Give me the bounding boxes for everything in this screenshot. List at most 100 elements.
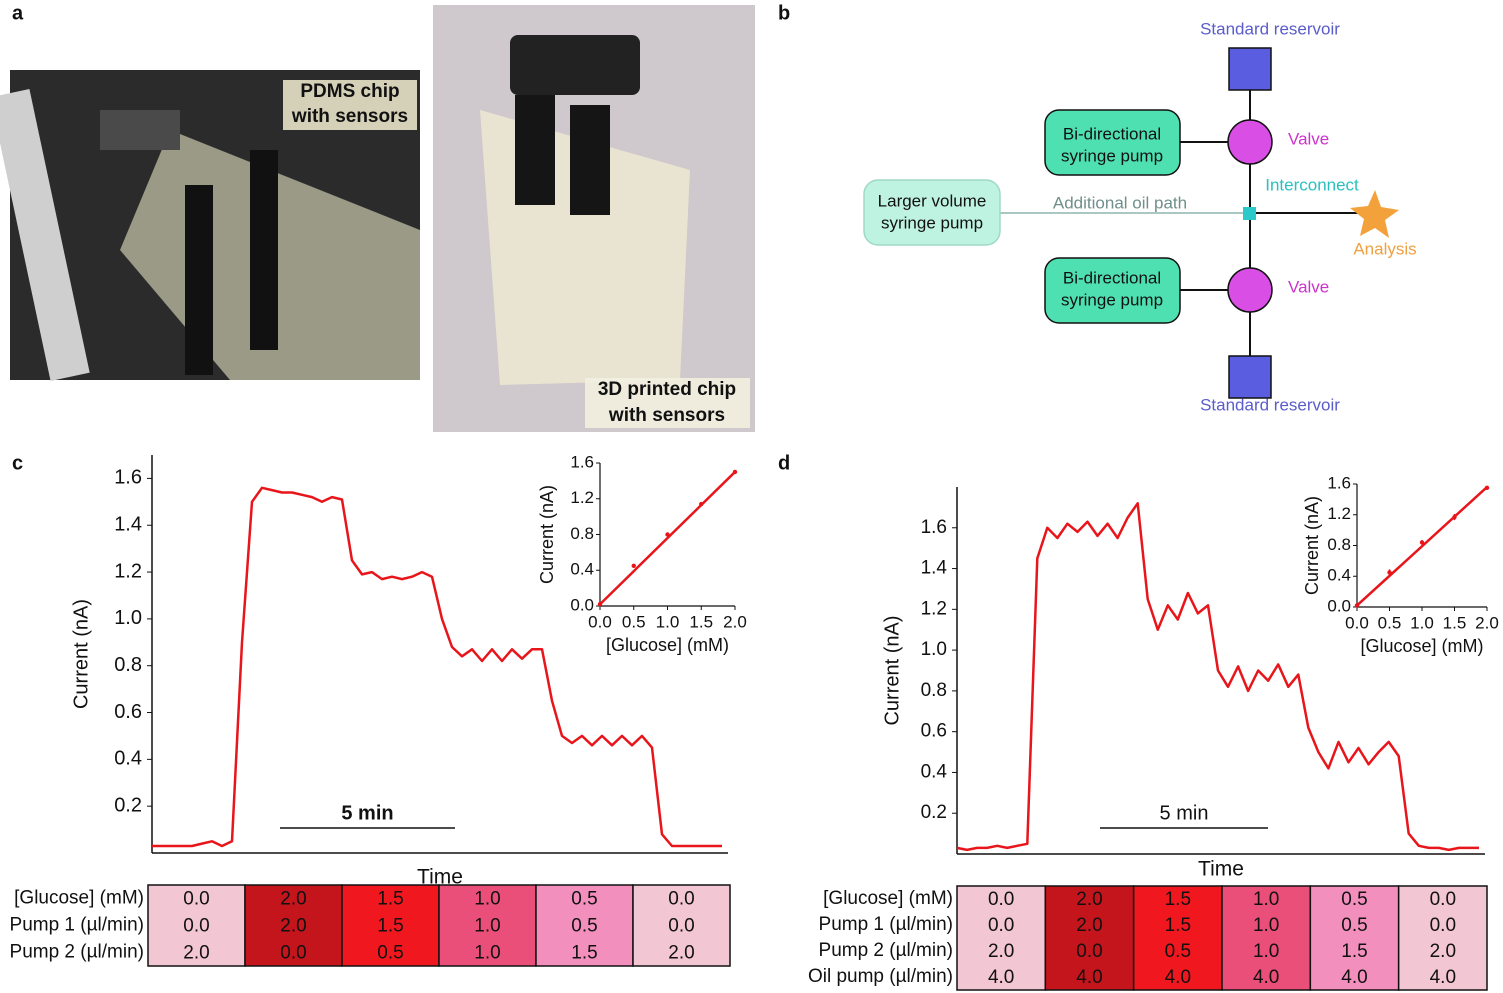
table-cell: 0.0 — [1430, 915, 1456, 936]
table-cell: 0.0 — [1076, 941, 1102, 962]
node-label: Valve — [1288, 129, 1329, 148]
x-axis-label: Time — [417, 866, 463, 889]
x-tick-label: 0.5 — [1378, 613, 1402, 632]
y-tick-label: 0.2 — [114, 794, 142, 816]
photo-caption: with sensors — [608, 405, 725, 426]
table-cell: 2.0 — [280, 916, 306, 937]
table-column — [1044, 885, 1135, 991]
table-cell: 1.5 — [1165, 889, 1191, 910]
table-cell: 4.0 — [1341, 967, 1367, 988]
table-cell: 0.5 — [1341, 915, 1367, 936]
x-tick-label: 1.5 — [1443, 613, 1467, 632]
node-label: Bi-directional — [1063, 268, 1161, 287]
panel-label: d — [778, 452, 790, 474]
table-cell: 2.0 — [668, 943, 694, 964]
point — [1452, 514, 1457, 520]
line — [956, 502, 1479, 852]
photo: 3D printed chip with sensors — [433, 5, 755, 432]
table-cell: 4.0 — [1165, 967, 1191, 988]
photo-caption: 3D printed chip — [598, 379, 736, 400]
y-tick-label: 1.4 — [921, 558, 948, 579]
photo-caption: with sensors — [291, 106, 408, 127]
y-axis-label: Current (nA) — [881, 615, 903, 725]
y-tick-label: 1.6 — [1327, 473, 1351, 492]
table-column — [632, 884, 731, 967]
table-cell: 1.0 — [1253, 889, 1279, 910]
table-column — [1132, 885, 1223, 991]
table-cell: 4.0 — [988, 967, 1014, 988]
point — [1484, 485, 1490, 491]
point — [631, 563, 636, 568]
table-cell: 2.0 — [1076, 889, 1102, 910]
row-label: Pump 2 (µl/min) — [819, 940, 953, 961]
x-tick-label: 1.0 — [656, 612, 680, 631]
y-tick-label: 1.2 — [921, 598, 947, 619]
node-label: syringe pump — [881, 213, 983, 232]
y-tick-label: 0.4 — [1327, 566, 1351, 585]
table-cell: 4.0 — [1076, 967, 1102, 988]
table-cell: 0.5 — [1165, 941, 1191, 962]
y-tick-label: 0.8 — [114, 654, 142, 676]
x-tick-label: 2.0 — [723, 612, 747, 631]
panel-label: c — [12, 452, 23, 474]
node-label: Larger volume — [878, 191, 987, 210]
annotation: 5 min — [1160, 802, 1209, 824]
node-label: syringe pump — [1061, 146, 1163, 165]
line — [152, 486, 722, 848]
node-label: Standard reservoir — [1200, 395, 1340, 414]
row-label: Pump 1 (µl/min) — [10, 915, 144, 936]
node-label: Bi-directional — [1063, 124, 1161, 143]
table-cell: 0.5 — [571, 889, 597, 910]
table-cell: 2.0 — [1430, 941, 1456, 962]
y-tick-label: 0.4 — [921, 761, 948, 782]
point — [732, 469, 738, 475]
x-axis-label: Time — [1198, 858, 1244, 881]
node-label: Standard reservoir — [1200, 19, 1340, 38]
photo-caption: PDMS chip — [300, 81, 399, 102]
y-tick-label: 1.2 — [570, 488, 594, 507]
table-cell: 0.0 — [668, 916, 694, 937]
y-axis-label: Current (nA) — [70, 599, 92, 709]
table-cell: 4.0 — [1253, 967, 1279, 988]
table-column — [341, 884, 440, 967]
annotation: 5 min — [341, 802, 393, 824]
y-tick-label: 1.6 — [921, 517, 947, 538]
y-tick-label: 1.6 — [114, 467, 142, 489]
table-cell: 0.0 — [988, 915, 1014, 936]
x-tick-label: 0.0 — [1345, 613, 1369, 632]
table-cell: 4.0 — [1430, 967, 1456, 988]
photo: PDMS chip with sensors — [0, 70, 420, 381]
x-tick-label: 1.0 — [1410, 613, 1434, 632]
row-label: Oil pump (µl/min) — [808, 966, 953, 987]
y-tick-label: 0.4 — [114, 748, 142, 770]
point — [1419, 540, 1425, 545]
y-tick-label: 0.6 — [921, 721, 947, 742]
x-axis-label: [Glucose] (mM) — [606, 635, 729, 655]
table-cell: 1.0 — [474, 916, 500, 937]
table-cell: 1.0 — [474, 943, 500, 964]
table-cell: 1.5 — [377, 889, 403, 910]
x-tick-label: 2.0 — [1475, 613, 1499, 632]
table-cell: 0.0 — [183, 889, 209, 910]
table-cell: 0.0 — [280, 943, 306, 964]
y-tick-label: 0.0 — [570, 595, 594, 614]
table-cell: 2.0 — [280, 889, 306, 910]
point — [597, 602, 603, 607]
table-cell: 1.5 — [1165, 915, 1191, 936]
fit-line — [599, 471, 736, 606]
table-cell: 1.0 — [474, 889, 500, 910]
table-column — [1309, 885, 1400, 991]
path-label: Additional oil path — [1053, 193, 1187, 212]
table-cell: 0.0 — [988, 889, 1014, 910]
table-cell: 1.0 — [1253, 941, 1279, 962]
node-label: syringe pump — [1061, 290, 1163, 309]
table-cell: 0.5 — [571, 916, 597, 937]
point — [1387, 570, 1392, 575]
table-cell: 0.0 — [668, 889, 694, 910]
y-tick-label: 1.2 — [114, 560, 142, 582]
table-cell: 1.5 — [571, 943, 597, 964]
y-tick-label: 0.8 — [570, 524, 594, 543]
table-cell: 0.5 — [377, 943, 403, 964]
row-label: [Glucose] (mM) — [14, 888, 144, 909]
